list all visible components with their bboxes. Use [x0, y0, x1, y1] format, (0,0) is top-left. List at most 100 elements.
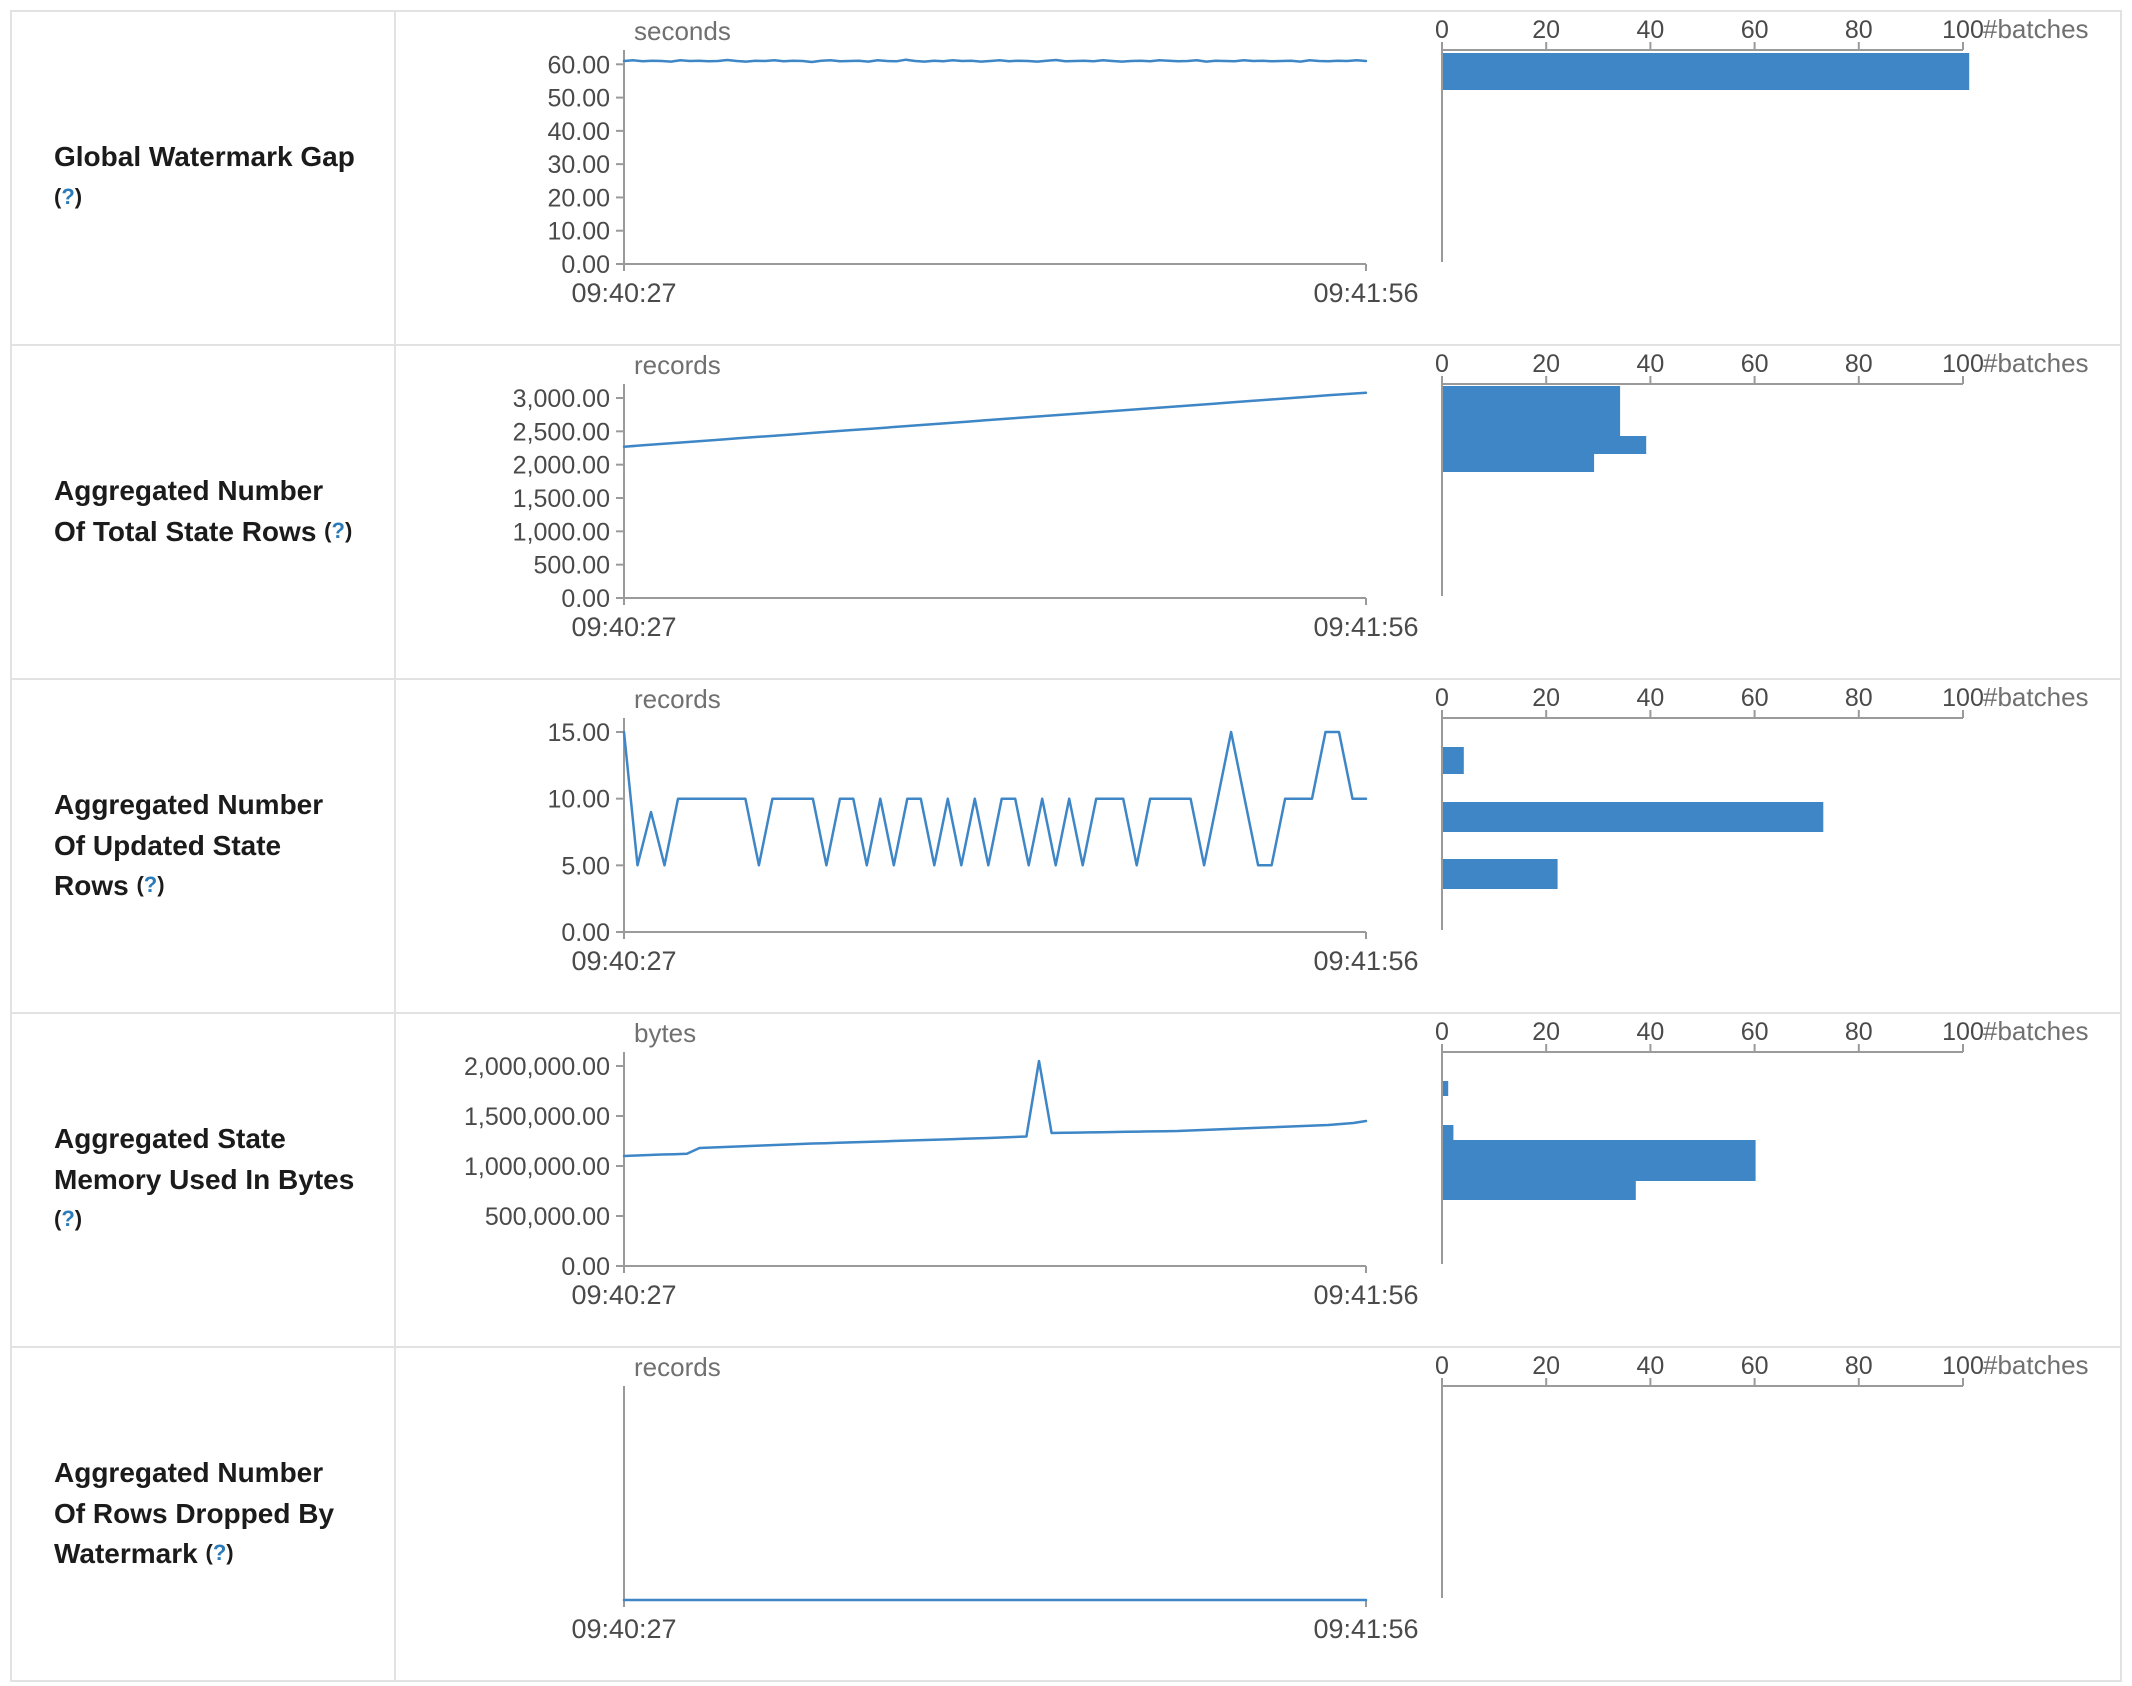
charts-cell: records 09:40:27 09:41:56 15.00 10.00 5.00 0.0… [396, 680, 2120, 1012]
svg-text:100: 100 [1942, 16, 1984, 44]
svg-text:100: 100 [1942, 684, 1984, 712]
svg-text:60: 60 [1741, 16, 1769, 44]
svg-text:50.00: 50.00 [547, 85, 610, 113]
metric-label: Aggregated State Memory Used In Bytes (?… [54, 1119, 360, 1241]
svg-text:20.00: 20.00 [547, 184, 610, 212]
metric-label-cell: Aggregated Number Of Rows Dropped By Wat… [12, 1348, 396, 1680]
svg-text:15.00: 15.00 [547, 719, 610, 747]
svg-text:80: 80 [1845, 1018, 1873, 1046]
metric-label-text: Aggregated State Memory Used In Bytes [54, 1123, 355, 1195]
svg-text:5.00: 5.00 [561, 852, 610, 880]
svg-text:0.00: 0.00 [561, 919, 610, 947]
svg-text:2,000,000.00: 2,000,000.00 [464, 1053, 610, 1081]
histogram-chart: 0 20 40 60 80 100 #batches [1435, 682, 2089, 930]
svg-text:#batches: #batches [1983, 1350, 2089, 1380]
help-link[interactable]: (?) [136, 872, 165, 898]
svg-text:100: 100 [1942, 1018, 1984, 1046]
svg-text:0.00: 0.00 [561, 585, 610, 613]
svg-text:2,000.00: 2,000.00 [513, 452, 610, 480]
metric-row-updated-state-rows: Aggregated Number Of Updated State Rows … [12, 680, 2120, 1014]
svg-text:40: 40 [1636, 1352, 1664, 1380]
svg-text:09:41:56: 09:41:56 [1313, 1614, 1418, 1644]
svg-text:500,000.00: 500,000.00 [485, 1203, 610, 1231]
timeline-chart: seconds 09:40:27 09:41:56 60.00 50.00 40.00 30… [547, 16, 1418, 308]
svg-text:60.00: 60.00 [547, 51, 610, 79]
svg-text:0: 0 [1435, 16, 1449, 44]
metric-row-rows-dropped-by-watermark: Aggregated Number Of Rows Dropped By Wat… [12, 1348, 2120, 1682]
metric-label-text: Aggregated Number Of Updated State Rows [54, 789, 324, 902]
timeline-chart: bytes 09:40:27 09:41:56 2,000,000.00 1,500,0… [464, 1018, 1419, 1310]
svg-text:60: 60 [1741, 684, 1769, 712]
svg-text:#batches: #batches [1983, 348, 2089, 378]
metric-label-cell: Aggregated State Memory Used In Bytes (?… [12, 1014, 396, 1346]
svg-text:09:40:27: 09:40:27 [571, 946, 676, 976]
svg-text:records: records [634, 684, 721, 714]
svg-text:40: 40 [1636, 684, 1664, 712]
svg-text:10.00: 10.00 [547, 218, 610, 246]
help-question-mark: ? [61, 184, 75, 209]
metric-label-text: Aggregated Number Of Total State Rows [54, 475, 324, 547]
metric-label: Aggregated Number Of Rows Dropped By Wat… [54, 1453, 360, 1575]
svg-text:60: 60 [1741, 1352, 1769, 1380]
svg-text:60: 60 [1741, 350, 1769, 378]
metric-row-total-state-rows: Aggregated Number Of Total State Rows (?… [12, 346, 2120, 680]
charts-cell: seconds 09:40:27 09:41:56 60.00 50.00 40.00 30… [396, 12, 2120, 344]
svg-text:60: 60 [1741, 1018, 1769, 1046]
help-question-mark: ? [331, 518, 345, 543]
svg-text:80: 80 [1845, 350, 1873, 378]
metric-label: Aggregated Number Of Total State Rows (?… [54, 471, 360, 552]
svg-text:0.00: 0.00 [561, 251, 610, 279]
metric-label-text: Aggregated Number Of Rows Dropped By Wat… [54, 1457, 335, 1570]
svg-text:3,000.00: 3,000.00 [513, 385, 610, 413]
metric-label: Aggregated Number Of Updated State Rows … [54, 785, 360, 907]
svg-text:09:40:27: 09:40:27 [571, 278, 676, 308]
metric-label-text: Global Watermark Gap [54, 141, 355, 173]
metric-label-cell: Aggregated Number Of Updated State Rows … [12, 680, 396, 1012]
svg-text:80: 80 [1845, 16, 1873, 44]
metric-row-global-watermark-gap: Global Watermark Gap (?) seconds 09:40:27… [12, 12, 2120, 346]
svg-text:09:41:56: 09:41:56 [1313, 278, 1418, 308]
charts-cell: records 09:40:27 09:41:56 0 20 40 60 80 100 #bat… [396, 1348, 2120, 1680]
charts-cell: records 09:40:27 09:41:56 3,000.00 2,500.00 2… [396, 346, 2120, 678]
svg-text:#batches: #batches [1983, 682, 2089, 712]
metric-label-cell: Global Watermark Gap (?) [12, 12, 396, 344]
svg-text:100: 100 [1942, 1352, 1984, 1380]
svg-text:09:40:27: 09:40:27 [571, 1280, 676, 1310]
streaming-metrics-table: Global Watermark Gap (?) seconds 09:40:27… [10, 10, 2122, 1682]
svg-text:0: 0 [1435, 1018, 1449, 1046]
svg-text:1,500,000.00: 1,500,000.00 [464, 1103, 610, 1131]
help-question-mark: ? [212, 1540, 227, 1566]
svg-text:40.00: 40.00 [547, 118, 610, 146]
svg-text:0: 0 [1435, 1352, 1449, 1380]
histogram-chart: 0 20 40 60 80 100 #batches [1435, 348, 2089, 596]
svg-text:1,000.00: 1,000.00 [513, 518, 610, 546]
svg-text:2,500.00: 2,500.00 [513, 418, 610, 446]
svg-text:0: 0 [1435, 684, 1449, 712]
help-link[interactable]: (?) [54, 1206, 83, 1232]
svg-text:records: records [634, 350, 721, 380]
svg-text:10.00: 10.00 [547, 786, 610, 814]
svg-text:records: records [634, 1352, 721, 1382]
svg-text:20: 20 [1532, 1352, 1560, 1380]
svg-text:20: 20 [1532, 350, 1560, 378]
svg-text:#batches: #batches [1983, 1016, 2089, 1046]
help-link[interactable]: (?) [54, 184, 83, 209]
help-question-mark: ? [143, 872, 158, 898]
help-link[interactable]: (?) [324, 518, 353, 543]
svg-text:100: 100 [1942, 350, 1984, 378]
timeline-chart: records 09:40:27 09:41:56 [571, 1352, 1418, 1644]
svg-text:0: 0 [1435, 350, 1449, 378]
svg-text:1,000,000.00: 1,000,000.00 [464, 1153, 610, 1181]
svg-text:40: 40 [1636, 16, 1664, 44]
help-link[interactable]: (?) [205, 1540, 234, 1566]
svg-text:20: 20 [1532, 684, 1560, 712]
svg-text:bytes: bytes [634, 1018, 696, 1048]
svg-text:80: 80 [1845, 1352, 1873, 1380]
svg-text:20: 20 [1532, 1018, 1560, 1046]
svg-text:40: 40 [1636, 350, 1664, 378]
histogram-chart: 0 20 40 60 80 100 #batches [1435, 1350, 2089, 1598]
svg-text:09:41:56: 09:41:56 [1313, 1280, 1418, 1310]
help-question-mark: ? [61, 1206, 75, 1232]
svg-text:20: 20 [1532, 16, 1560, 44]
svg-text:09:41:56: 09:41:56 [1313, 946, 1418, 976]
